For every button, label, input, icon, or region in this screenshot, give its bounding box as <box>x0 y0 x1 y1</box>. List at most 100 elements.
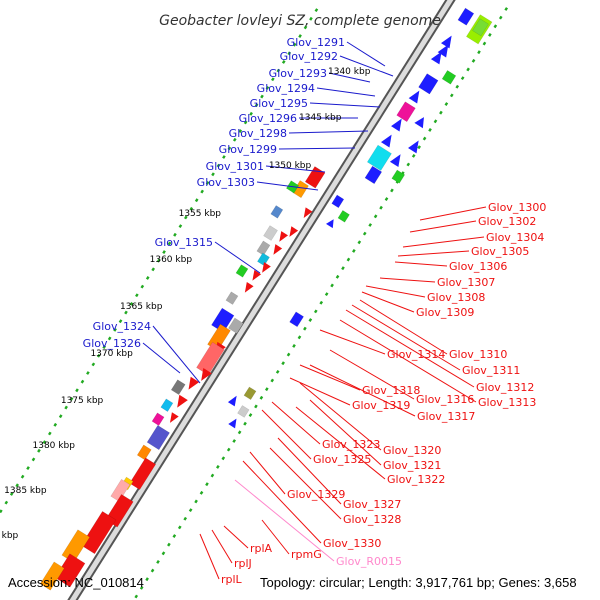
tick-dot <box>205 482 209 487</box>
tick-dot <box>276 68 281 73</box>
reverse-gene-label-leader <box>261 519 290 555</box>
tick-dot <box>9 492 14 496</box>
rna-gene-label-leader <box>234 479 335 562</box>
reverse-gene-label-leader <box>223 525 249 549</box>
reverse-gene-label: Glov_1317 <box>417 410 475 423</box>
forward-gene <box>441 70 457 85</box>
reverse-gene-label: Glov_1313 <box>478 396 536 409</box>
reverse-gene-label: Glov_1304 <box>486 231 544 244</box>
reverse-gene <box>169 412 179 423</box>
reverse-gene-label: rplL <box>221 573 243 586</box>
gene-features <box>39 7 493 591</box>
reverse-gene-label-leader <box>351 304 461 371</box>
tick-dot <box>362 231 367 236</box>
tick-dot <box>53 422 58 427</box>
reverse-gene <box>39 561 65 591</box>
tick-dot <box>140 284 145 289</box>
tick-dot <box>379 205 383 210</box>
reverse-gene-label: Glov_1309 <box>416 306 474 319</box>
tick-dot <box>297 335 302 340</box>
tick-dot <box>406 162 411 167</box>
forward-gene-label-leader <box>142 342 181 374</box>
scale-label: 1340 kbp <box>328 67 371 77</box>
tick-dot <box>194 198 199 203</box>
tick-dot <box>265 85 270 90</box>
scale-label: 1355 kbp <box>179 209 222 219</box>
tick-dot <box>177 525 182 530</box>
tick-dot <box>270 378 275 383</box>
tick-dot <box>357 240 362 245</box>
tick-dot <box>42 440 47 445</box>
tick-dot <box>352 248 356 253</box>
tick-dot <box>444 102 449 106</box>
reverse-gene <box>257 252 270 267</box>
tick-dot <box>183 516 188 521</box>
tick-dot <box>80 379 85 384</box>
forward-gene-label: Glov_1299 <box>219 143 277 156</box>
tick-dot <box>422 136 427 141</box>
forward-gene <box>366 144 392 171</box>
tick-dot <box>216 163 221 168</box>
tick-dot <box>58 414 63 419</box>
tick-dot <box>493 24 498 29</box>
reverse-gene-label: Glov_1329 <box>287 488 345 501</box>
tick-dot <box>243 120 248 125</box>
tick-dot <box>260 94 264 99</box>
reverse-gene-label-leader <box>329 349 415 400</box>
forward-gene-label-leader <box>346 41 386 67</box>
topology-text: Topology: circular; Length: 3,917,761 bp… <box>260 575 577 590</box>
reverse-gene-label-leader <box>345 309 475 388</box>
reverse-gene <box>170 379 186 396</box>
forward-gene <box>472 18 489 37</box>
reverse-gene-label-leader <box>419 206 487 221</box>
tick-dot <box>145 276 150 280</box>
forward-gene <box>391 118 402 132</box>
tick-dot <box>129 301 134 306</box>
forward-gene-label-leader <box>316 87 376 97</box>
tick-dot <box>64 405 68 410</box>
tick-dot <box>134 594 139 599</box>
tick-dot <box>91 362 96 367</box>
reverse-gene-label-leader <box>339 319 477 403</box>
rna-gene-label: Glov_R0015 <box>336 555 402 568</box>
reverse-gene-label: Glov_1327 <box>343 498 401 511</box>
forward-gene <box>437 44 449 58</box>
forward-gene-label-leader <box>309 102 381 108</box>
tick-dot <box>15 483 19 488</box>
forward-gene <box>408 140 419 154</box>
tick-dot <box>281 361 285 366</box>
reverse-gene <box>136 444 152 461</box>
forward-gene <box>430 51 442 65</box>
reverse-gene-label: Glov_1307 <box>437 276 495 289</box>
tick-dot <box>308 318 313 322</box>
reverse-gene-label-leader <box>309 399 382 466</box>
reverse-gene <box>110 478 131 502</box>
reverse-gene-label: Glov_1328 <box>343 513 401 526</box>
tick-dot <box>281 60 286 64</box>
forward-gene-label: Glov_1324 <box>93 320 151 333</box>
forward-gene-label: Glov_1294 <box>257 82 315 95</box>
tick-dot <box>439 110 443 115</box>
tick-dot <box>210 473 215 478</box>
tick-dot-rows <box>0 7 509 599</box>
forward-gene-label: Glov_1293 <box>269 67 327 80</box>
forward-gene-label: Glov_1315 <box>155 236 213 249</box>
reverse-gene-label-leader <box>299 382 382 451</box>
tick-dot <box>232 439 236 443</box>
tick-dot <box>184 215 188 220</box>
reverse-gene-label: Glov_1320 <box>383 444 441 457</box>
forward-gene-label: Glov_1296 <box>239 112 297 125</box>
reverse-gene <box>262 262 271 273</box>
tick-dot <box>428 128 432 132</box>
reverse-gene-label: Glov_1325 <box>313 453 371 466</box>
tick-dot <box>303 25 308 30</box>
tick-dot <box>69 397 74 401</box>
forward-gene <box>364 165 383 185</box>
tick-dot <box>96 353 101 358</box>
reverse-gene <box>244 282 254 293</box>
tick-dot <box>254 404 258 409</box>
tick-dot <box>466 67 470 72</box>
reverse-gene <box>225 291 239 305</box>
reverse-gene-label-leader <box>242 460 322 544</box>
